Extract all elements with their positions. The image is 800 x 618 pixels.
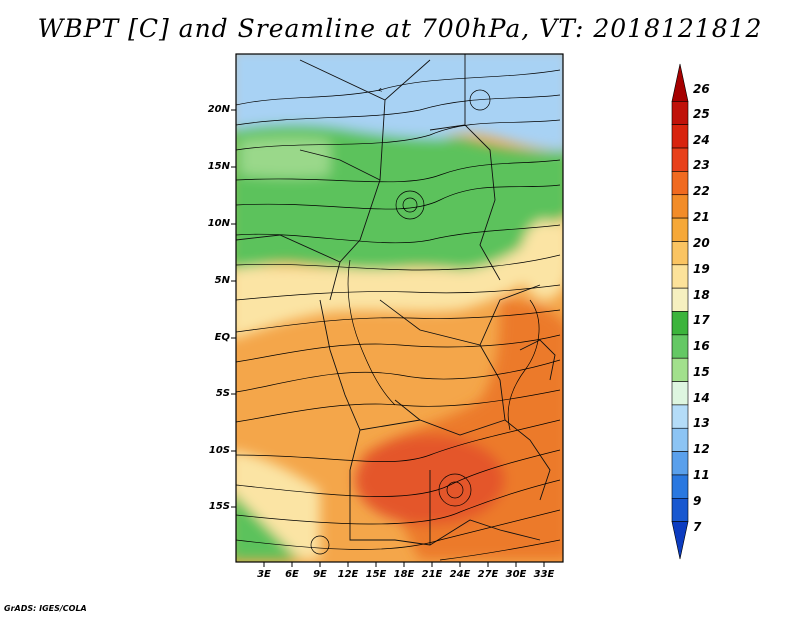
colorbar-segment: [671, 264, 689, 289]
streamlines: [236, 69, 561, 561]
colorbar-segment: [671, 171, 689, 196]
lon-label-24e: 24E: [449, 569, 471, 580]
colorbar-segment: [671, 521, 689, 560]
field-light-green: [240, 137, 330, 179]
colorbar-segment: [671, 381, 689, 406]
lon-label-15e: 15E: [365, 569, 387, 580]
lat-label-10s: 10S: [208, 445, 230, 456]
colorbar-label-22: 22: [693, 184, 710, 198]
colorbar-segment: [671, 404, 689, 429]
field-cool-north: [236, 54, 563, 151]
lat-label-15n: 15N: [207, 161, 230, 172]
colorbar-label-20: 20: [693, 236, 710, 250]
colorbar-label-14: 14: [693, 391, 710, 405]
lon-label-30e: 30E: [505, 569, 527, 580]
colorbar-segment: [671, 124, 689, 149]
field-cream: [236, 219, 563, 338]
lon-label-6e: 6E: [285, 569, 299, 580]
colorbar-segment: [671, 474, 689, 499]
colorbar-label-26: 26: [693, 82, 710, 96]
colorbar-label-7: 7: [693, 520, 702, 534]
colorbar-segment: [671, 497, 689, 522]
colorbar-label-11: 11: [693, 468, 710, 482]
colorbar-label-18: 18: [693, 288, 710, 302]
colorbar-segment: [671, 451, 689, 476]
lon-label-9e: 9E: [313, 569, 327, 580]
lon-label-12e: 12E: [337, 569, 359, 580]
colorbar-label-9: 9: [693, 494, 702, 508]
lat-label-10n: 10N: [207, 218, 230, 229]
colorbar-label-25: 25: [693, 107, 710, 121]
axis-ticks: [231, 109, 545, 567]
lon-label-33e: 33E: [533, 569, 555, 580]
colorbar-segment: [671, 217, 689, 242]
lon-label-27e: 27E: [477, 569, 499, 580]
field-green-sw: [236, 496, 300, 560]
colorbar-label-16: 16: [693, 339, 710, 353]
colorbar-label-24: 24: [693, 133, 710, 147]
colorbar-label-23: 23: [693, 158, 710, 172]
colorbar-segment: [671, 194, 689, 219]
field-cream-east: [520, 220, 563, 300]
lat-label-eq: EQ: [214, 332, 230, 343]
colorbar-label-13: 13: [693, 416, 710, 430]
colorbar-label-21: 21: [693, 210, 710, 224]
colorbar: [671, 63, 689, 560]
colorbar-segment: [671, 427, 689, 452]
lon-label-3e: 3E: [257, 569, 271, 580]
grads-credit: GrADS: IGES/COLA: [4, 604, 87, 613]
colorbar-segment: [671, 334, 689, 359]
colorbar-segment: [671, 147, 689, 172]
lat-label-5n: 5N: [214, 275, 230, 286]
colorbar-segment: [671, 287, 689, 312]
lon-label-21e: 21E: [421, 569, 443, 580]
colorbar-segment: [671, 101, 689, 125]
lat-label-5s: 5S: [215, 388, 230, 399]
colorbar-label-15: 15: [693, 365, 710, 379]
colorbar-segment: [671, 241, 689, 266]
colorbar-segment: [671, 63, 689, 102]
colorbar-segment: [671, 311, 689, 336]
colorbar-label-12: 12: [693, 442, 710, 456]
map-frame: [235, 53, 564, 563]
colorbar-segment: [671, 357, 689, 382]
map-field: [236, 54, 563, 562]
lat-label-20n: 20N: [207, 104, 230, 115]
colorbar-label-19: 19: [693, 262, 710, 276]
lat-label-15s: 15S: [208, 501, 230, 512]
colorbar-label-17: 17: [693, 313, 710, 327]
map-title: WBPT [C] and Sreamline at 700hPa, VT: 20…: [37, 14, 763, 43]
lon-label-18e: 18E: [393, 569, 415, 580]
